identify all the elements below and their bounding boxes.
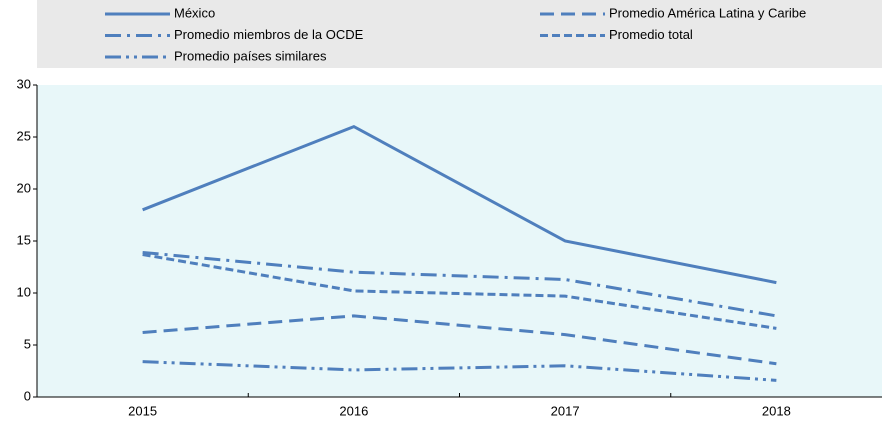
series-line	[142, 253, 777, 330]
x-tick-label: 2016	[339, 403, 368, 418]
y-tick-label: 25	[17, 128, 31, 143]
y-tick-label: 0	[24, 388, 31, 403]
legend-label: Promedio América Latina y Caribe	[609, 5, 806, 20]
series-line	[142, 360, 777, 382]
series-line	[142, 124, 777, 285]
x-tick-label: 2017	[551, 403, 580, 418]
y-tick-label: 15	[17, 232, 31, 247]
legend-label: Promedio miembros de la OCDE	[174, 27, 364, 42]
y-tick-label: 30	[17, 76, 31, 91]
legend-label: Promedio total	[609, 27, 693, 42]
y-tick-label: 10	[17, 284, 31, 299]
series-line	[142, 250, 777, 318]
x-tick-label: 2015	[128, 403, 157, 418]
y-tick-label: 20	[17, 180, 31, 195]
x-tick-label: 2018	[762, 403, 791, 418]
legend-box	[37, 0, 882, 68]
series-line	[142, 314, 777, 366]
legend-label: Promedio países similares	[174, 48, 327, 63]
plot-area	[37, 85, 882, 397]
y-tick-label: 5	[24, 336, 31, 351]
legend-label: México	[174, 5, 215, 20]
